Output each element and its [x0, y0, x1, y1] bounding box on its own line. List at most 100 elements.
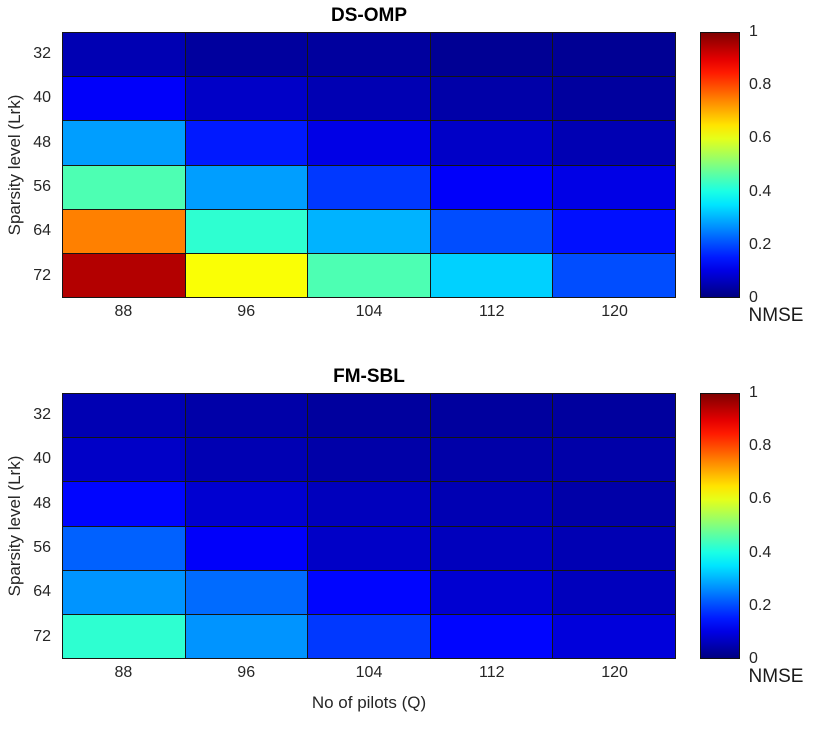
heatmap-cell [308, 209, 430, 253]
x-axis-label: No of pilots (Q) [311, 693, 427, 712]
heatmap-cell [63, 33, 185, 77]
heatmap-cell [185, 253, 308, 297]
heatmap-cell [63, 121, 185, 165]
y-tick-label: 32 [33, 406, 51, 424]
heatmap-cell [308, 33, 430, 77]
colorbar-tick-labels: 1 0.8 0.6 0.4 0.2 0 [749, 384, 809, 667]
heatmap-cell [430, 165, 553, 209]
heatmap-cell [308, 438, 430, 482]
heatmap-cell [553, 77, 675, 121]
heatmap-cell [185, 526, 308, 570]
colorbar [700, 393, 740, 659]
colorbar-label: NMSE [748, 305, 804, 326]
heatmap-cell [430, 253, 553, 297]
x-tick-label: 104 [355, 303, 383, 320]
x-tick-label: 112 [479, 303, 505, 320]
heatmap-cell [553, 394, 675, 438]
heatmap-cell [63, 614, 185, 658]
x-tick-label: 96 [237, 664, 256, 681]
heatmap-cell [553, 438, 675, 482]
x-tick-label: 120 [601, 664, 628, 681]
heatmap-cell [308, 121, 430, 165]
heatmap-cell [63, 77, 185, 121]
colorbar-tick-label: 0 [749, 289, 758, 306]
x-tick-label: 96 [237, 303, 256, 320]
heatmap-cell [63, 394, 185, 438]
plot-title: DS-OMP [331, 5, 407, 26]
heatmap-cell [185, 165, 308, 209]
y-tick-label: 56 [33, 539, 51, 557]
y-tick-label: 40 [33, 450, 51, 468]
heatmap-cell [63, 253, 185, 297]
y-tick-label: 56 [33, 178, 51, 196]
y-tick-label: 64 [33, 583, 51, 601]
heatmap-cell [430, 614, 553, 658]
heatmap-cell [553, 33, 675, 77]
colorbar-tick-label: 0.2 [749, 596, 772, 614]
heatmap-cell [308, 165, 430, 209]
heatmap-cell [430, 438, 553, 482]
heatmap-cell [185, 394, 308, 438]
y-tick-label: 72 [33, 627, 51, 645]
heatmap-cell [185, 121, 308, 165]
heatmap-cell [185, 482, 308, 526]
colorbar-tick-labels: 1 0.8 0.6 0.4 0.2 0 [749, 23, 809, 306]
heatmap-cell [553, 526, 675, 570]
y-tick-labels: 32 40 48 56 64 72 [0, 32, 57, 298]
heatmap-cell [430, 121, 553, 165]
colorbar-tick-label: 1 [749, 384, 758, 401]
heatmap-cell [308, 526, 430, 570]
plot-title: FM-SBL [333, 366, 405, 387]
heatmap-cell [553, 121, 675, 165]
heatmap-cell [308, 394, 430, 438]
heatmap-cell [430, 33, 553, 77]
heatmap-cell [185, 570, 308, 614]
colorbar-tick-label: 1 [749, 23, 758, 40]
colorbar-tick-label: 0.2 [749, 235, 772, 253]
heatmap-panel-fm-sbl: FM-SBL Sparsity level (Lrk) 32 40 48 56 … [0, 363, 830, 725]
y-tick-label: 48 [33, 133, 51, 151]
heatmap-cell [553, 165, 675, 209]
heatmap-cell [63, 526, 185, 570]
colorbar-tick-label: 0.8 [749, 76, 772, 94]
heatmap-cell [63, 482, 185, 526]
heatmap-cell [430, 209, 553, 253]
heatmap-cell [308, 77, 430, 121]
y-tick-label: 48 [33, 494, 51, 512]
heatmap-cell [430, 77, 553, 121]
colorbar-tick-label: 0.4 [749, 182, 772, 200]
heatmap-cell [430, 526, 553, 570]
y-tick-label: 72 [33, 266, 51, 284]
colorbar-tick-label: 0.6 [749, 490, 772, 508]
colorbar-label: NMSE [748, 666, 804, 687]
heatmap-cell [185, 209, 308, 253]
x-tick-label: 88 [114, 303, 133, 320]
x-tick-label: 120 [601, 303, 628, 320]
colorbar-tick-label: 0 [749, 650, 758, 667]
heatmap-panel-ds-omp: DS-OMP Sparsity level (Lrk) 32 40 48 56 … [0, 2, 830, 364]
heatmap-cell [63, 209, 185, 253]
heatmap-grid [62, 32, 676, 298]
colorbar-tick-label: 0.6 [749, 129, 772, 147]
heatmap-cell [308, 253, 430, 297]
heatmap-cell [308, 570, 430, 614]
y-tick-label: 40 [33, 89, 51, 107]
heatmap-cell [553, 209, 675, 253]
x-tick-label: 88 [114, 664, 133, 681]
colorbar-tick-label: 0.8 [749, 437, 772, 455]
heatmap-cell [430, 394, 553, 438]
heatmap-cell [185, 438, 308, 482]
x-tick-label: 112 [479, 664, 505, 681]
y-tick-label: 32 [33, 45, 51, 63]
colorbar [700, 32, 740, 298]
heatmap-cell [63, 165, 185, 209]
heatmap-cell [430, 482, 553, 526]
heatmap-cell [63, 570, 185, 614]
heatmap-cell [553, 614, 675, 658]
colorbar-tick-label: 0.4 [749, 543, 772, 561]
heatmap-cell [553, 570, 675, 614]
heatmap-cell [185, 33, 308, 77]
x-tick-labels: 88 96 104 112 120 [62, 303, 676, 323]
heatmap-cell [185, 614, 308, 658]
